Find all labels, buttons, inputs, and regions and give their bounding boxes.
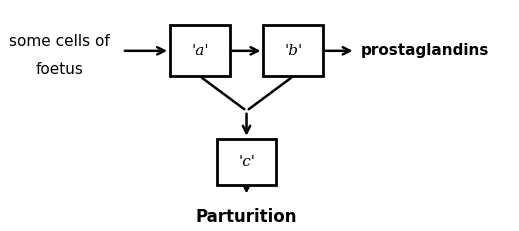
FancyBboxPatch shape: [170, 25, 229, 76]
FancyBboxPatch shape: [263, 25, 323, 76]
Text: 'b': 'b': [284, 44, 303, 58]
Text: 'c': 'c': [238, 155, 255, 169]
Text: prostaglandins: prostaglandins: [361, 43, 489, 58]
FancyBboxPatch shape: [217, 139, 276, 185]
Text: some cells of: some cells of: [9, 34, 110, 49]
Text: 'a': 'a': [191, 44, 209, 58]
Text: Parturition: Parturition: [196, 208, 297, 226]
Text: foetus: foetus: [36, 62, 84, 77]
